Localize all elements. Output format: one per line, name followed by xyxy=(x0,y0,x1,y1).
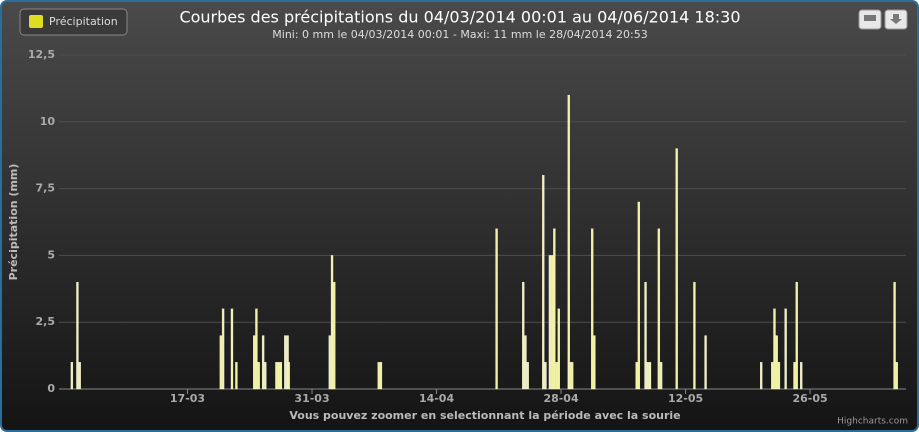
bar xyxy=(800,362,803,390)
bar xyxy=(524,335,527,390)
x-tick-label: 31-03 xyxy=(294,392,329,405)
bar xyxy=(550,255,554,390)
x-tick-label: 14-04 xyxy=(419,392,455,405)
bar xyxy=(637,201,641,390)
bar xyxy=(557,308,560,390)
bar xyxy=(548,255,552,390)
bar xyxy=(257,362,260,390)
bar xyxy=(255,308,258,390)
x-tick-label: 12-05 xyxy=(668,392,703,405)
bar xyxy=(591,228,594,390)
bar xyxy=(693,281,696,390)
y-tick-label: 7,5 xyxy=(36,182,56,195)
bar xyxy=(648,362,652,390)
bar xyxy=(284,335,287,390)
bar xyxy=(571,362,574,390)
credits: Highcharts.com xyxy=(837,417,908,427)
bar xyxy=(553,228,556,390)
chart-title: Courbes des précipitations du 04/03/2014… xyxy=(179,8,740,27)
bar xyxy=(795,281,798,390)
bar xyxy=(277,362,280,390)
bar xyxy=(777,362,781,390)
bar xyxy=(522,281,525,390)
bar xyxy=(704,335,707,390)
bar xyxy=(646,362,649,390)
legend-label[interactable]: Précipitation xyxy=(49,15,118,28)
bar xyxy=(235,362,238,390)
bar xyxy=(657,228,661,390)
y-tick-label: 0 xyxy=(47,382,55,395)
bar xyxy=(78,362,81,390)
bar xyxy=(568,362,572,390)
bar xyxy=(593,335,596,390)
bar xyxy=(893,281,896,390)
bar xyxy=(567,94,570,390)
bar xyxy=(644,281,647,390)
bar xyxy=(773,308,776,390)
bar xyxy=(495,228,498,390)
bar xyxy=(895,362,898,390)
bar xyxy=(261,335,265,390)
bar xyxy=(377,362,380,390)
bar xyxy=(230,308,234,390)
bar xyxy=(328,335,331,390)
x-axis-title: Vous pouvez zoomer en selectionnant la p… xyxy=(289,409,680,422)
print-icon xyxy=(864,15,876,21)
bar xyxy=(784,308,787,390)
bar xyxy=(635,362,638,390)
bar xyxy=(542,175,545,390)
bar xyxy=(555,362,558,390)
chart-subtitle: Mini: 0 mm le 04/03/2014 00:01 - Maxi: 1… xyxy=(272,28,647,41)
bar xyxy=(253,335,256,390)
bar xyxy=(526,362,529,390)
bar xyxy=(379,362,383,390)
x-tick-label: 26-05 xyxy=(792,392,827,405)
bar xyxy=(279,362,283,390)
y-tick-label: 5 xyxy=(47,248,55,261)
bar xyxy=(70,362,74,390)
legend-swatch xyxy=(29,15,43,28)
bar xyxy=(659,362,663,390)
y-axis-title: Précipitation (mm) xyxy=(7,164,20,281)
y-tick-label: 2,5 xyxy=(36,315,56,328)
legend[interactable]: Précipitation xyxy=(19,8,128,36)
legend-box[interactable] xyxy=(19,8,128,36)
y-tick-label: 12,5 xyxy=(28,48,55,61)
bar xyxy=(759,362,763,390)
bar xyxy=(275,362,278,390)
bar xyxy=(287,362,290,390)
download-icon xyxy=(890,14,902,24)
bar xyxy=(221,308,225,390)
bar xyxy=(675,148,678,390)
x-tick-label: 17-03 xyxy=(170,392,205,405)
bar xyxy=(76,281,79,390)
y-tick-label: 10 xyxy=(40,115,56,128)
bar xyxy=(544,362,547,390)
bar xyxy=(330,255,334,390)
bar xyxy=(219,335,223,390)
bar xyxy=(793,362,796,390)
bar xyxy=(771,362,774,390)
bar xyxy=(264,362,267,390)
bar xyxy=(775,335,778,390)
export-buttons xyxy=(858,9,908,30)
x-tick-label: 28-04 xyxy=(543,392,579,405)
bar xyxy=(333,281,336,390)
